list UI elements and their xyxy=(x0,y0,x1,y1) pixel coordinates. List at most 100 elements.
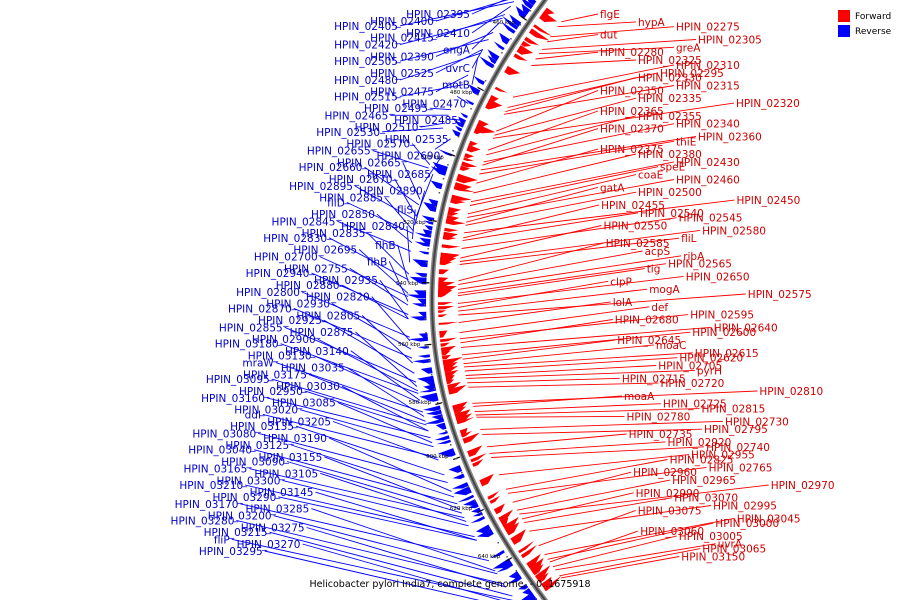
forward-leader-line-52 xyxy=(463,344,654,365)
forward-gene-label-27: gatA xyxy=(600,182,625,194)
minor-tick xyxy=(438,192,441,194)
reverse-gene-label-91: HPIN_03295 xyxy=(199,546,263,558)
reverse-gene-label-61: HPIN_03175 xyxy=(243,369,307,381)
reverse-gene-label-33: fliS xyxy=(397,205,414,217)
minor-tick xyxy=(535,598,537,600)
forward-gene-50 xyxy=(450,198,466,204)
forward-gene-label-71: HPIN_02765 xyxy=(709,462,773,474)
legend-swatch-forward xyxy=(838,10,850,22)
reverse-gene-label-74: HPIN_03040 xyxy=(188,445,252,457)
reverse-leader-line-2 xyxy=(399,1,515,27)
reverse-gene-101 xyxy=(417,354,430,358)
tick-label-9: 640 kbp xyxy=(478,554,501,560)
forward-gene-label-35: fliL xyxy=(681,233,697,245)
forward-gene-label-65: HPIN_02795 xyxy=(704,424,768,436)
forward-gene-71 xyxy=(439,260,453,266)
reverse-gene-label-52: HPIN_02925 xyxy=(258,315,322,327)
forward-gene-label-39: HPIN_02565 xyxy=(668,259,732,271)
forward-gene-label-4: HPIN_02305 xyxy=(698,35,762,47)
minor-tick xyxy=(515,570,517,572)
forward-gene-0 xyxy=(543,7,555,15)
forward-gene-122 xyxy=(453,406,467,414)
reverse-gene-91 xyxy=(410,316,427,321)
reverse-gene-label-67: HPIN_03020 xyxy=(234,405,298,417)
reverse-gene-label-43: HPIN_02755 xyxy=(284,263,348,275)
forward-gene-label-1: hypA xyxy=(638,17,666,29)
forward-leader-line-8 xyxy=(512,64,675,98)
forward-gene-26 xyxy=(485,103,496,110)
map-caption: Helicobacter pylori India7, complete gen… xyxy=(309,579,590,590)
forward-leader-line-31 xyxy=(462,212,639,242)
tick-label-5: 560 kbp xyxy=(398,342,421,348)
tick-mark-1 xyxy=(477,86,484,92)
reverse-leader-line-79 xyxy=(282,479,469,527)
forward-gene-93 xyxy=(439,330,448,338)
reverse-gene-label-13: HPIN_02475 xyxy=(370,87,434,99)
reverse-gene-label-20: HPIN_02530 xyxy=(316,127,380,139)
label-leader-lines xyxy=(231,0,769,600)
forward-gene-label-74: HPIN_02970 xyxy=(771,480,835,492)
reverse-gene-51 xyxy=(428,198,439,207)
legend: Forward Reverse xyxy=(838,10,892,37)
reverse-gene-label-55: HPIN_02900 xyxy=(252,334,316,346)
reverse-gene-1 xyxy=(527,0,537,6)
reverse-gene-label-0: HPIN_02395 xyxy=(406,9,470,21)
reverse-gene-19 xyxy=(487,55,497,65)
reverse-leader-line-84 xyxy=(311,508,496,572)
reverse-gene-label-60: HPIN_03035 xyxy=(281,362,345,374)
minor-tick xyxy=(484,80,487,82)
forward-gene-100 xyxy=(441,350,451,356)
forward-gene-38 xyxy=(464,153,474,159)
reverse-gene-165 xyxy=(496,562,514,573)
forward-gene-label-33: HPIN_02550 xyxy=(604,221,668,233)
forward-leader-line-29 xyxy=(464,199,735,234)
forward-gene-77 xyxy=(438,281,455,287)
minor-tick xyxy=(429,234,431,236)
reverse-gene-label-88: HPIN_03215 xyxy=(204,527,268,539)
forward-gene-63 xyxy=(442,236,457,240)
forward-leader-line-45 xyxy=(458,301,611,324)
forward-gene-88 xyxy=(438,310,447,313)
forward-gene-154 xyxy=(498,509,514,523)
reverse-gene-label-68: ddl xyxy=(245,409,261,421)
reverse-gene-151 xyxy=(472,511,483,517)
reverse-gene-label-41: HPIN_02700 xyxy=(254,252,318,264)
reverse-gene-label-28: HPIN_02670 xyxy=(329,174,393,186)
forward-leader-line-60 xyxy=(473,395,623,407)
reverse-gene-118 xyxy=(425,397,439,402)
reverse-gene-33 xyxy=(453,119,465,128)
reverse-gene-label-51: HPIN_02805 xyxy=(296,311,360,323)
reverse-leader-line-42 xyxy=(388,261,409,302)
reverse-leader-line-1 xyxy=(435,0,509,22)
forward-gene-15 xyxy=(513,53,528,61)
forward-gene-label-64: HPIN_02730 xyxy=(725,416,789,428)
tick-label-2: 500 kbp xyxy=(421,155,444,161)
reverse-gene-label-26: HPIN_02660 xyxy=(299,162,363,174)
forward-gene-label-34: HPIN_02580 xyxy=(702,225,766,237)
reverse-gene-label-78: HPIN_03105 xyxy=(254,468,318,480)
forward-leader-line-66 xyxy=(486,433,627,448)
reverse-leader-line-41 xyxy=(319,256,409,297)
reverse-leader-line-46 xyxy=(341,284,409,320)
forward-gene-label-26: HPIN_02460 xyxy=(676,175,740,187)
reverse-leader-line-30 xyxy=(414,190,426,226)
reverse-leader-line-54 xyxy=(355,331,418,387)
forward-leader-line-2 xyxy=(550,26,675,38)
reverse-gene-label-72: HPIN_03190 xyxy=(263,433,327,445)
reverse-gene-label-47: HPIN_02800 xyxy=(236,287,300,299)
forward-leader-line-34 xyxy=(459,229,701,262)
forward-gene-158 xyxy=(503,517,519,532)
forward-gene-87 xyxy=(438,306,455,310)
reverse-gene-label-45: HPIN_02935 xyxy=(314,275,378,287)
reverse-gene-label-4: HPIN_02415 xyxy=(370,33,434,45)
reverse-gene-label-86: HPIN_03280 xyxy=(171,515,235,527)
reverse-leader-line-81 xyxy=(315,491,477,541)
forward-gene-49 xyxy=(451,194,472,201)
forward-gene-label-77: HPIN_02995 xyxy=(713,501,777,513)
reverse-gene-label-3: HPIN_02410 xyxy=(406,28,470,40)
forward-gene-label-28: HPIN_02500 xyxy=(638,187,702,199)
forward-gene-114 xyxy=(447,381,462,390)
genome-backbone xyxy=(429,0,549,600)
forward-leader-line-76 xyxy=(524,497,673,524)
